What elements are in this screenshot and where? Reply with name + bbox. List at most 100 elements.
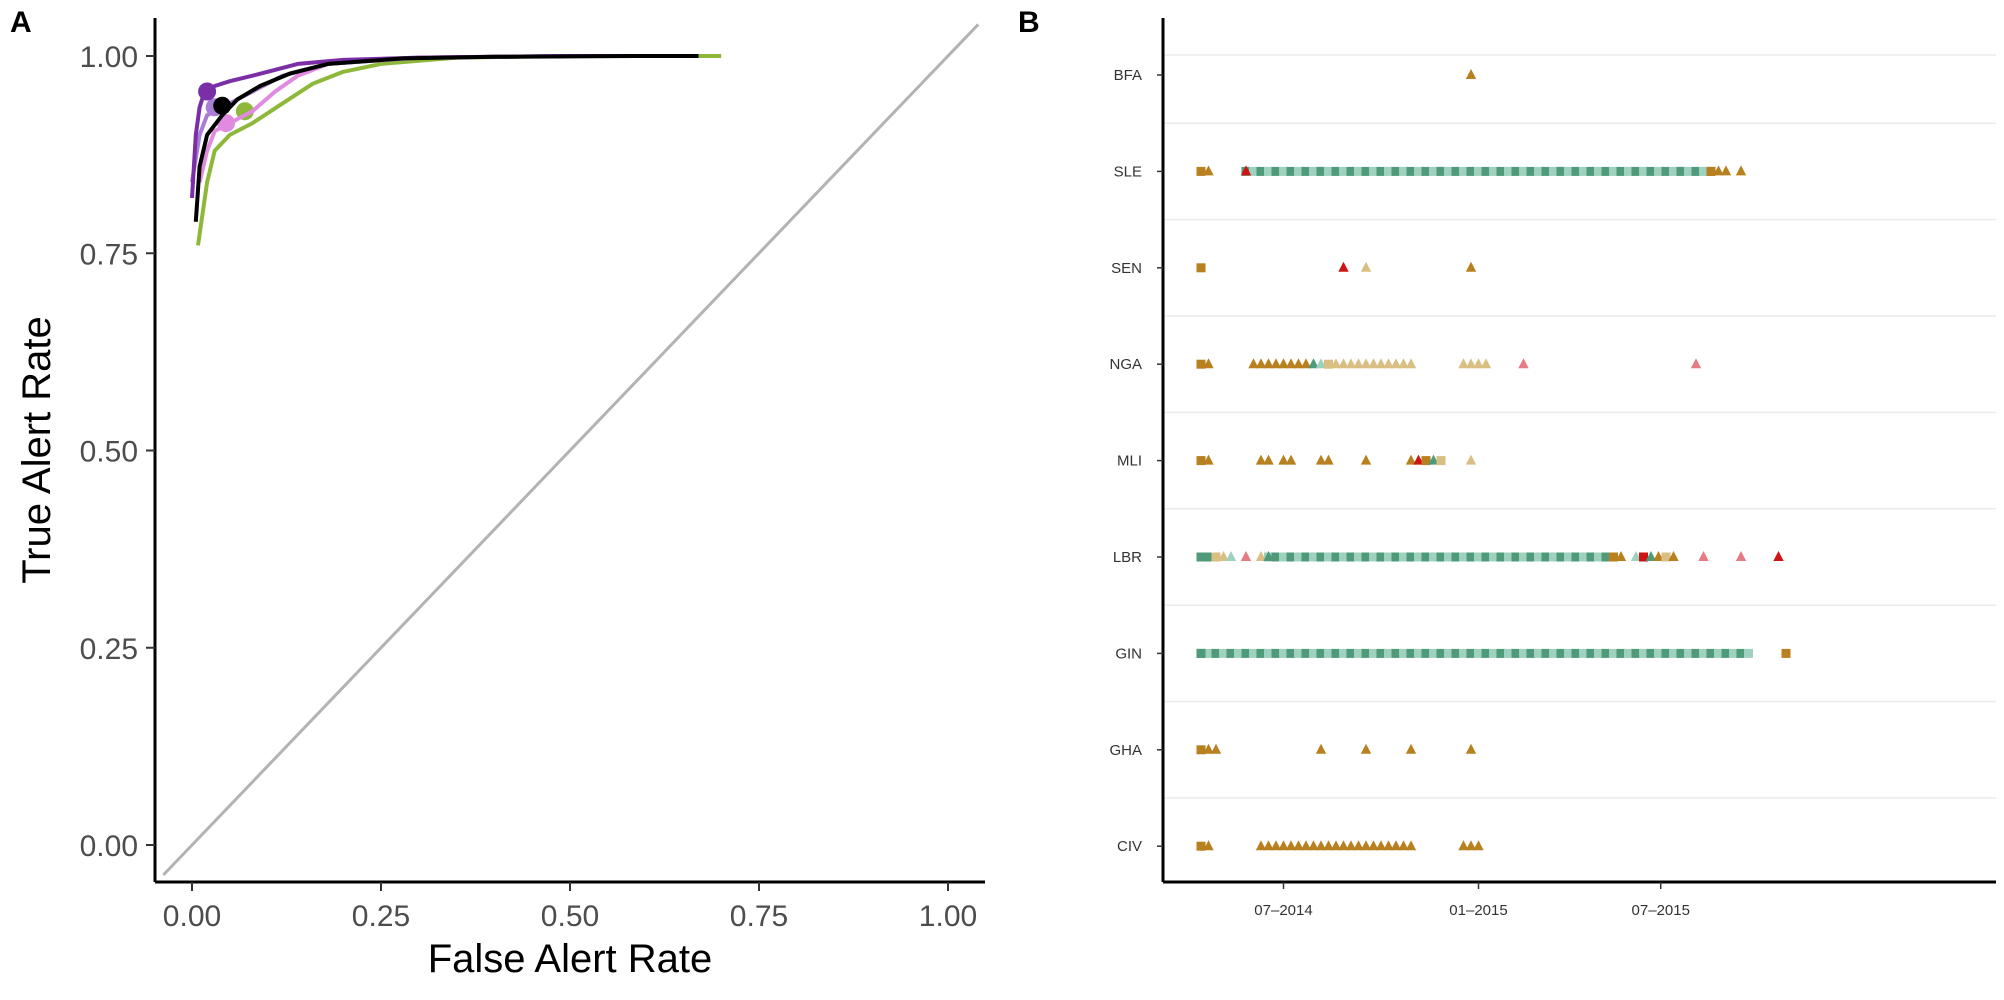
alert-triangle [1690, 358, 1702, 369]
alert-square [1481, 648, 1491, 658]
alert-square [1519, 552, 1528, 562]
roc-series-line [193, 54, 699, 222]
country-label: MLI [1117, 453, 1142, 470]
alert-square [1684, 648, 1693, 658]
alert-square [1376, 648, 1386, 658]
alert-square [1444, 552, 1453, 562]
alert-square [1196, 552, 1206, 562]
alert-square [1339, 648, 1348, 658]
alert-square [1429, 648, 1438, 658]
alert-triangle [1465, 358, 1477, 369]
alert-square [1421, 456, 1431, 466]
alert-square [1384, 166, 1393, 176]
alert-square [1421, 552, 1431, 562]
alert-square [1549, 166, 1558, 176]
alert-square [1256, 166, 1266, 176]
alert-square [1661, 648, 1671, 658]
alert-square [1519, 166, 1528, 176]
alert-square [1391, 166, 1401, 176]
alert-triangle [1383, 358, 1394, 369]
alert-square [1496, 552, 1506, 562]
alert-triangle [1413, 454, 1424, 465]
alert-square [1339, 166, 1348, 176]
alert-triangle [1225, 551, 1237, 561]
alert-triangle [1240, 165, 1252, 176]
alert-square [1324, 552, 1333, 562]
alert-triangle [1615, 551, 1627, 561]
country-label: BFA [1114, 67, 1142, 84]
roc-threshold-point [213, 96, 232, 115]
alert-square [1594, 648, 1603, 658]
alert-square [1609, 648, 1618, 658]
alert-square [1616, 648, 1626, 658]
alert-triangle [1720, 165, 1732, 176]
alert-square [1271, 552, 1281, 562]
alert-square [1504, 648, 1513, 658]
alert-square [1414, 552, 1423, 562]
alert-square [1504, 166, 1513, 176]
alert-triangle [1203, 165, 1214, 176]
alert-triangle [1473, 358, 1484, 369]
alert-square [1234, 648, 1243, 658]
alert-triangle [1405, 454, 1417, 465]
alert-square [1459, 552, 1468, 562]
alert-square [1406, 166, 1416, 176]
alert-square [1601, 552, 1611, 562]
alert-square [1526, 552, 1536, 562]
alert-square [1196, 263, 1206, 273]
alert-square [1504, 552, 1513, 562]
alert-triangle [1405, 743, 1417, 754]
alert-triangle [1308, 840, 1319, 851]
y-tick-label: 0.00 [80, 830, 138, 863]
roc-series-line [196, 54, 722, 246]
alert-square [1196, 456, 1206, 466]
date-ticks: 07–2014 01–2015 07–2015 [1254, 882, 1690, 919]
alert-square [1331, 648, 1341, 658]
alert-triangle [1735, 165, 1747, 176]
alert-square [1346, 166, 1356, 176]
alert-square [1549, 648, 1558, 658]
alert-square [1204, 648, 1213, 658]
alert-triangle [1458, 840, 1469, 851]
alert-square [1369, 552, 1378, 562]
x-tick-label: 1.00 [919, 900, 977, 933]
alert-square [1301, 552, 1311, 562]
alert-square [1196, 745, 1206, 755]
alert-square [1271, 166, 1281, 176]
alert-square [1496, 166, 1506, 176]
alert-square [1639, 552, 1648, 562]
alert-square [1714, 648, 1723, 658]
alert-square [1549, 552, 1558, 562]
alert-square [1436, 648, 1446, 658]
alert-triangle [1270, 840, 1282, 851]
alert-square [1196, 841, 1206, 851]
alert-triangle [1480, 358, 1492, 369]
alert-square [1691, 648, 1701, 658]
alert-square [1264, 648, 1273, 658]
y-axis-title: True Alert Rate [15, 316, 59, 584]
roc-series-line [197, 54, 699, 183]
alert-triangle [1458, 358, 1469, 369]
alert-triangle [1375, 358, 1387, 369]
alert-square [1361, 648, 1371, 658]
alert-triangle [1285, 454, 1297, 465]
alert-triangle [1368, 358, 1379, 369]
alert-square [1354, 166, 1363, 176]
alert-square [1384, 648, 1393, 658]
alert-square [1196, 648, 1206, 658]
alert-triangle [1255, 454, 1267, 465]
alert-triangle [1203, 358, 1214, 369]
alert-triangle [1300, 358, 1312, 369]
alert-square [1466, 552, 1476, 562]
alert-square [1474, 648, 1483, 658]
alert-square [1519, 648, 1528, 658]
alert-square [1639, 166, 1648, 176]
alert-square [1391, 648, 1401, 658]
alert-square [1654, 648, 1663, 658]
alert-square [1594, 552, 1603, 562]
alert-triangle [1338, 261, 1349, 272]
alert-square [1699, 648, 1708, 658]
country-label: NGA [1109, 356, 1142, 373]
alert-square [1286, 166, 1296, 176]
alert-square [1301, 166, 1311, 176]
